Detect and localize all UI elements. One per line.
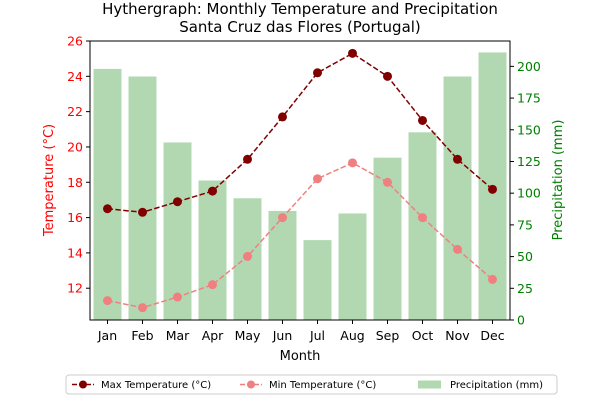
max-temperature-point-may bbox=[243, 154, 252, 164]
precipitation-bar-feb bbox=[128, 76, 157, 320]
max-temperature-point-feb bbox=[138, 207, 147, 217]
chart-title-line1: Hythergraph: Monthly Temperature and Pre… bbox=[102, 0, 498, 18]
left-y-tick-label: 22 bbox=[67, 104, 83, 119]
left-y-tick-label: 26 bbox=[67, 34, 83, 49]
max-temperature-point-sep bbox=[383, 71, 392, 81]
legend-precipitation-label: Precipitation (mm) bbox=[450, 380, 543, 391]
precipitation-bars bbox=[93, 52, 507, 321]
precipitation-bar-jul bbox=[303, 240, 332, 320]
min-temperature-point-aug bbox=[348, 158, 357, 168]
min-temperature-point-mar bbox=[173, 292, 182, 302]
max-temperature-point-mar bbox=[173, 197, 182, 207]
max-temperature-point-oct bbox=[418, 115, 427, 125]
max-temperature-point-apr bbox=[208, 186, 217, 196]
min-temperature-point-feb bbox=[138, 303, 147, 313]
x-tick-label: May bbox=[235, 328, 261, 343]
right-y-tick-label: 50 bbox=[517, 249, 533, 264]
right-y-tick-label: 150 bbox=[517, 122, 541, 137]
min-temperature-line bbox=[107, 162, 493, 309]
max-temperature-point-nov bbox=[453, 154, 462, 164]
left-y-tick-label: 18 bbox=[67, 175, 83, 190]
right-y-tick-label: 200 bbox=[517, 59, 541, 74]
chart-title-line2: Santa Cruz das Flores (Portugal) bbox=[179, 18, 421, 36]
temperature-lines bbox=[103, 48, 497, 313]
right-y-axis-label: Precipitation (mm) bbox=[551, 120, 566, 241]
legend-max-temperature-label: Max Temperature (°C) bbox=[101, 380, 211, 391]
min-temperature-point-dec bbox=[488, 274, 497, 284]
x-tick-label: Feb bbox=[131, 328, 153, 343]
min-temperature-point-oct bbox=[418, 213, 427, 223]
x-tick-label: Sep bbox=[376, 328, 400, 343]
legend-frame bbox=[65, 374, 558, 395]
left-y-tick-label: 16 bbox=[67, 210, 83, 225]
x-tick-label: Aug bbox=[340, 328, 364, 343]
x-tick-label: Dec bbox=[480, 328, 504, 343]
min-temperature-point-nov bbox=[453, 244, 462, 254]
x-axis-label: Month bbox=[280, 349, 321, 364]
x-tick-label: Jun bbox=[272, 328, 293, 343]
right-y-tick-label: 100 bbox=[517, 186, 541, 201]
x-tick-label: Jul bbox=[309, 328, 325, 343]
min-temperature-point-jan bbox=[103, 296, 112, 306]
right-y-axis-ticks: 0 25 50 75 100 125 150 175 200 bbox=[510, 59, 541, 328]
x-tick-label: Oct bbox=[412, 328, 434, 343]
min-temperature-point-apr bbox=[208, 280, 217, 290]
left-y-tick-label: 12 bbox=[67, 281, 83, 296]
x-tick-label: Jan bbox=[97, 328, 117, 343]
legend-precipitation-swatch bbox=[418, 380, 441, 389]
chart-legend: Max Temperature (°C) Min Temperature (°C)… bbox=[65, 374, 558, 395]
legend-max-temperature-marker bbox=[79, 380, 87, 389]
precipitation-bar-mar bbox=[163, 142, 192, 320]
precipitation-bar-aug bbox=[338, 213, 367, 320]
plot-area-frame bbox=[89, 40, 511, 321]
min-temperature-point-jul bbox=[313, 174, 322, 184]
min-temperature-point-jun bbox=[278, 213, 287, 223]
precipitation-bar-apr bbox=[198, 180, 227, 320]
x-tick-label: Apr bbox=[202, 328, 224, 343]
right-y-tick-label: 175 bbox=[517, 91, 541, 106]
precipitation-bar-jan bbox=[93, 68, 122, 321]
x-tick-label: Nov bbox=[445, 328, 470, 343]
legend-min-temperature-marker bbox=[247, 380, 255, 389]
max-temperature-line bbox=[107, 52, 493, 214]
max-temperature-point-jun bbox=[278, 112, 287, 122]
precipitation-bar-nov bbox=[443, 76, 472, 320]
right-y-tick-label: 75 bbox=[517, 217, 533, 232]
left-y-axis-label: Temperature (°C) bbox=[42, 124, 57, 237]
x-tick-label: Mar bbox=[166, 328, 190, 343]
max-temperature-point-jan bbox=[103, 204, 112, 214]
min-temperature-point-sep bbox=[383, 177, 392, 187]
left-y-tick-label: 20 bbox=[67, 139, 83, 154]
precipitation-bar-jun bbox=[268, 210, 297, 320]
left-y-tick-label: 14 bbox=[67, 245, 83, 260]
left-y-tick-label: 24 bbox=[67, 69, 83, 84]
max-temperature-point-aug bbox=[348, 48, 357, 58]
right-y-tick-label: 125 bbox=[517, 154, 541, 169]
max-temperature-point-jul bbox=[313, 68, 322, 78]
min-temperature-point-may bbox=[243, 251, 252, 261]
right-y-tick-label: 25 bbox=[517, 281, 533, 296]
legend-min-temperature-label: Min Temperature (°C) bbox=[269, 380, 376, 391]
left-y-axis-ticks: 12 14 16 18 20 22 24 26 bbox=[67, 34, 90, 296]
right-y-tick-label: 0 bbox=[517, 313, 525, 328]
x-axis-ticks: Jan Feb Mar Apr May Jun Jul Aug Sep Oct Nov Dec bbox=[97, 320, 505, 343]
max-temperature-point-dec bbox=[488, 184, 497, 194]
